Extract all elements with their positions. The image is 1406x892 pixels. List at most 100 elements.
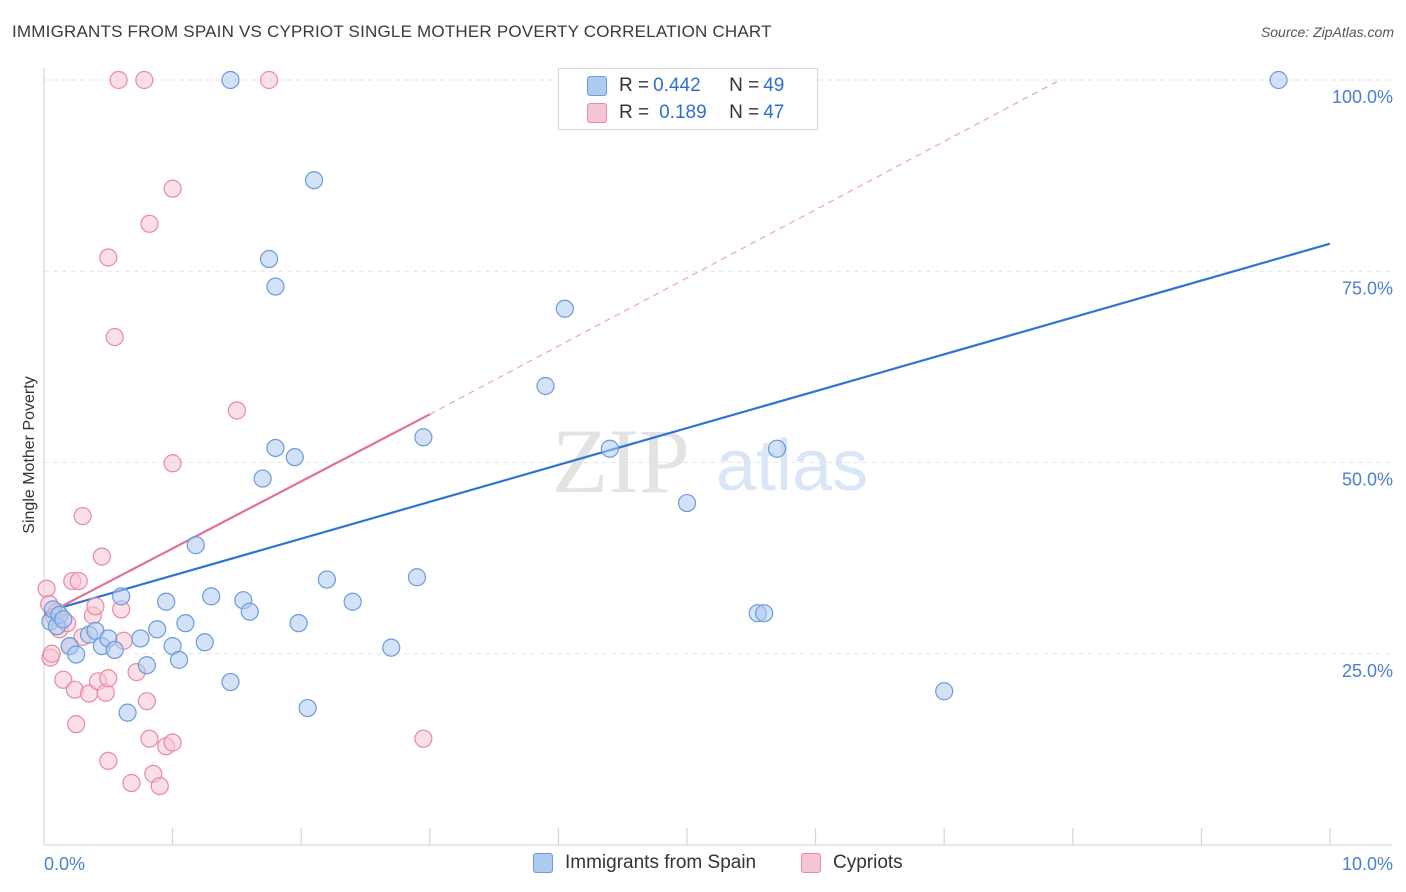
point-spain [67, 645, 86, 664]
point-spain [137, 656, 156, 675]
point-cypriots [163, 454, 182, 473]
point-spain [382, 638, 401, 657]
data-points [37, 70, 1288, 796]
y-axis-label: Single Mother Poverty [21, 376, 38, 533]
point-spain [677, 493, 697, 513]
point-cypriots [105, 327, 124, 347]
point-spain [536, 376, 555, 396]
point-cypriots [99, 248, 118, 267]
point-spain [176, 614, 195, 633]
point-spain [935, 682, 954, 701]
stats-legend: R = 0.442 N = 49 R = 0.189 N = 47 [558, 68, 818, 130]
y-tick-labels: 25.0% 50.0% 75.0% 100.0% [1332, 87, 1393, 681]
series-label-spain: Immigrants from Spain [565, 852, 757, 873]
point-cypriots [163, 733, 182, 752]
series-label-cypriots: Cypriots [833, 852, 903, 873]
point-spain [555, 299, 574, 318]
point-spain [202, 587, 221, 606]
point-cypriots [122, 773, 141, 793]
point-cypriots [140, 214, 159, 233]
legend-n-label: N = [729, 102, 760, 123]
point-cypriots [99, 751, 118, 770]
point-cypriots [259, 70, 279, 90]
watermark: ZIP atlas [552, 410, 868, 512]
legend-r-value: 0.442 [653, 75, 701, 96]
y-tick-label: 25.0% [1342, 661, 1393, 681]
point-cypriots [140, 729, 159, 748]
point-cypriots [163, 179, 182, 198]
trend-line-cypriots [43, 413, 431, 617]
point-spain [414, 428, 433, 447]
point-spain [148, 620, 167, 639]
series-swatch-spain [533, 853, 553, 873]
y-tick-label: 50.0% [1342, 470, 1393, 490]
point-cypriots [42, 644, 61, 663]
point-cypriots [86, 597, 105, 616]
point-spain [289, 614, 308, 633]
point-spain [169, 650, 189, 669]
legend-row-spain: R = 0.442 N = 49 [559, 73, 784, 99]
legend-row-cypriots: R = 0.189 N = 47 [559, 100, 784, 126]
point-spain [600, 439, 619, 458]
point-spain [298, 698, 317, 718]
legend-n-value: 47 [763, 102, 785, 123]
point-spain [407, 568, 427, 587]
point-cypriots [54, 670, 73, 689]
point-spain [118, 703, 137, 722]
point-cypriots [67, 715, 86, 734]
legend-r-label: R = [619, 75, 650, 96]
legend-r-value: 0.189 [659, 102, 707, 123]
y-tick-label: 75.0% [1342, 278, 1393, 298]
series-swatch-cypriots [801, 853, 821, 873]
point-spain [755, 604, 774, 623]
point-spain [105, 640, 124, 660]
series-legend: Immigrants from Spain Cypriots [0, 852, 1406, 878]
legend-r-label: R = [619, 102, 650, 123]
point-spain [304, 171, 324, 190]
legend-swatch-spain [587, 76, 607, 96]
point-cypriots [137, 692, 156, 711]
point-cypriots [414, 729, 433, 748]
point-spain [343, 592, 362, 611]
point-cypriots [92, 547, 111, 566]
trend-lines [43, 79, 1331, 617]
point-cypriots [109, 70, 128, 90]
point-cypriots [150, 776, 169, 796]
point-spain [221, 70, 240, 90]
point-cypriots [99, 669, 118, 688]
point-cypriots [69, 571, 88, 591]
point-spain [266, 277, 285, 296]
trend-line-cypriots-extension [429, 79, 1061, 415]
point-spain [54, 610, 73, 629]
legend-n-value: 49 [763, 75, 785, 96]
x-tick-label: 0.0% [44, 854, 85, 874]
watermark-atlas: atlas [716, 426, 868, 506]
point-cypriots [135, 70, 154, 90]
point-spain [240, 602, 259, 621]
point-cypriots [227, 401, 246, 420]
point-cypriots [37, 579, 56, 598]
point-spain [195, 633, 214, 652]
x-tick-label: 10.0% [1342, 854, 1393, 874]
point-spain [112, 587, 131, 606]
legend-n-label: N = [729, 75, 760, 96]
trend-line-spain [43, 242, 1331, 614]
point-spain [157, 592, 176, 611]
point-spain [186, 536, 205, 555]
y-tick-label: 100.0% [1332, 87, 1393, 107]
legend-swatch-cypriots [587, 103, 607, 123]
source-credit: Source: ZipAtlas.com [1260, 24, 1394, 40]
point-spain [1269, 70, 1288, 90]
point-spain [317, 570, 337, 589]
point-spain [131, 629, 150, 648]
gridlines [44, 79, 1392, 655]
chart-title: IMMIGRANTS FROM SPAIN VS CYPRIOT SINGLE … [12, 22, 772, 41]
point-spain [285, 448, 304, 467]
point-spain [266, 438, 285, 458]
axes [43, 68, 1392, 846]
series-legend-cypriots[interactable]: Cypriots [801, 852, 903, 874]
series-legend-spain[interactable]: Immigrants from Spain [533, 852, 756, 874]
point-spain [767, 439, 787, 458]
point-spain [221, 672, 240, 692]
